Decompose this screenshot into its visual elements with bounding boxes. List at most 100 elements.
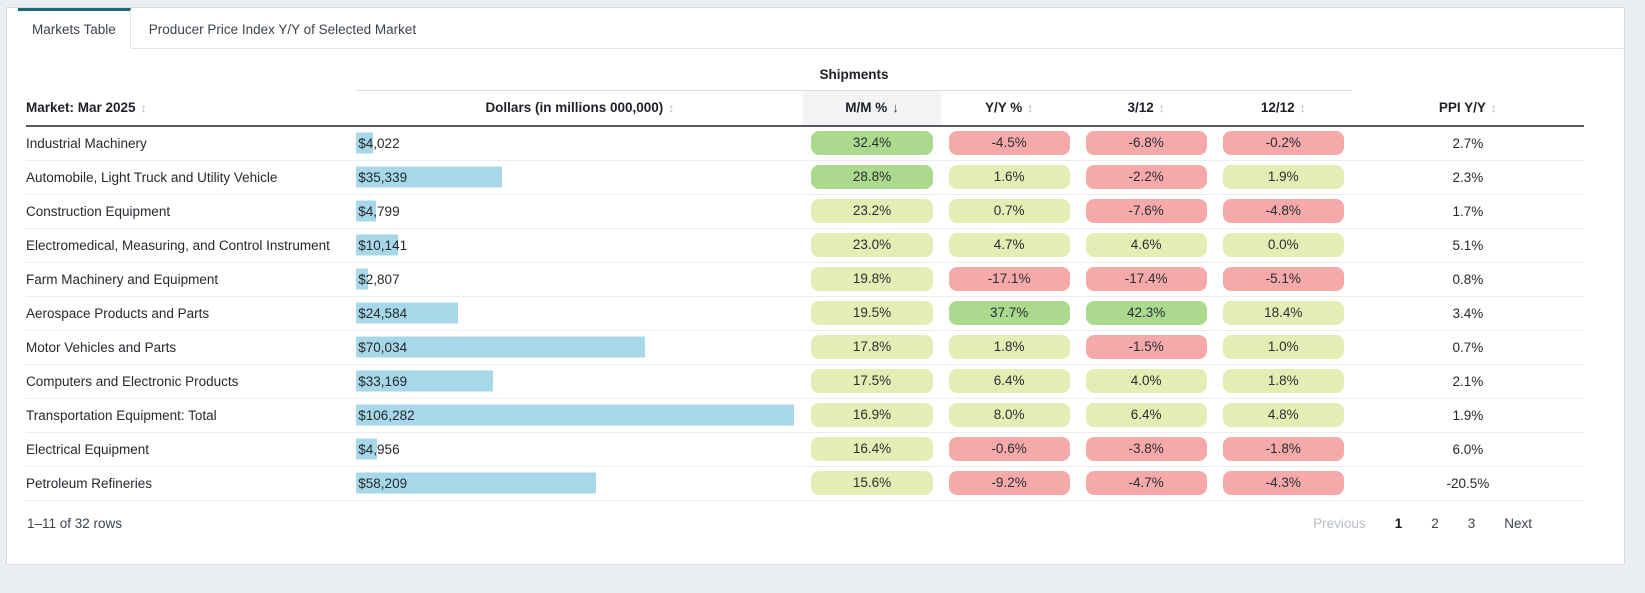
heat-pill: 4.7%: [948, 233, 1070, 257]
column-header-yy[interactable]: Y/Y % ↕: [940, 90, 1078, 127]
tab-producer-price-index[interactable]: Producer Price Index Y/Y of Selected Mar…: [130, 8, 435, 49]
heat-pill: -0.6%: [948, 437, 1070, 461]
table-row[interactable]: Computers and Electronic Products $33,169…: [26, 364, 1584, 399]
table-row[interactable]: Automobile, Light Truck and Utility Vehi…: [26, 160, 1584, 195]
dollars-value: $70,034: [358, 339, 408, 355]
heat-pill: 28.8%: [811, 165, 933, 189]
column-label: Y/Y %: [984, 100, 1023, 115]
dollars-data-bar: [356, 268, 368, 290]
mm-cell: 16.9%: [803, 398, 941, 433]
table-row[interactable]: Electromedical, Measuring, and Control I…: [26, 228, 1584, 263]
tab-markets-table[interactable]: Markets Table: [18, 8, 131, 49]
heat-pill: 0.7%: [948, 199, 1070, 223]
table-row[interactable]: Transportation Equipment: Total $106,282 1…: [26, 398, 1584, 433]
heat-pill: -5.1%: [1222, 267, 1344, 291]
heat-pill: 23.2%: [811, 199, 933, 223]
m1212-cell: 4.8%: [1214, 398, 1352, 433]
heat-pill: 6.4%: [1085, 403, 1207, 427]
dollars-data-bar: [356, 336, 646, 358]
column-header-m1212[interactable]: 12/12 ↕: [1214, 90, 1352, 127]
heat-pill: 16.4%: [811, 437, 933, 461]
heat-pill: 15.6%: [811, 471, 933, 495]
yy-cell: 6.4%: [940, 364, 1078, 399]
heat-pill: 6.4%: [948, 369, 1070, 393]
dollars-value: $4,799: [358, 203, 400, 219]
heat-pill: 4.0%: [1085, 369, 1207, 393]
ppi-cell: 6.0%: [1351, 432, 1584, 467]
dollars-cell: $4,956: [356, 432, 804, 467]
dollars-value: $24,584: [358, 305, 408, 321]
group-header-row: Shipments: [26, 65, 1584, 91]
heat-pill: -2.2%: [1085, 165, 1207, 189]
dollars-data-bar: [356, 200, 377, 222]
table-row[interactable]: Industrial Machinery $4,022 32.4% -4.5% -6.8…: [26, 126, 1584, 161]
dollars-cell: $33,169: [356, 364, 804, 399]
column-label: M/M %: [845, 100, 888, 115]
yy-cell: -4.5%: [940, 126, 1078, 161]
column-label: Market: Mar 2025: [26, 99, 136, 115]
dollars-data-bar: [356, 472, 597, 494]
table-row[interactable]: Farm Machinery and Equipment $2,807 19.8% -…: [26, 262, 1584, 297]
m312-cell: 4.0%: [1077, 364, 1215, 399]
column-header-ppi[interactable]: PPI Y/Y ↕: [1351, 90, 1584, 127]
ppi-cell: 2.3%: [1351, 160, 1584, 195]
previous-button[interactable]: Previous: [1313, 515, 1366, 531]
dollars-data-bar: [356, 404, 795, 426]
mm-cell: 17.8%: [803, 330, 941, 365]
yy-cell: -0.6%: [940, 432, 1078, 467]
table-row[interactable]: Motor Vehicles and Parts $70,034 17.8% 1.8%…: [26, 330, 1584, 365]
dollars-data-bar: [356, 234, 399, 256]
yy-cell: -9.2%: [940, 466, 1078, 501]
column-label: PPI Y/Y: [1438, 99, 1486, 115]
sort-desc-icon: ↓: [892, 100, 899, 115]
dollars-value: $4,022: [358, 135, 400, 151]
ppi-cell: -20.5%: [1351, 466, 1584, 501]
heat-pill: 1.6%: [948, 165, 1070, 189]
column-label: 3/12: [1127, 100, 1154, 115]
heat-pill: 17.5%: [811, 369, 933, 393]
next-button[interactable]: Next: [1504, 515, 1532, 531]
dollars-data-bar: [356, 370, 494, 392]
heat-pill: -1.8%: [1222, 437, 1344, 461]
dollars-cell: $106,282: [356, 398, 804, 433]
column-label: 12/12: [1260, 100, 1295, 115]
ppi-cell: 1.7%: [1351, 194, 1584, 229]
column-header-dollars[interactable]: Dollars (in millions 000,000) ↕: [356, 90, 804, 127]
column-header-mm[interactable]: M/M % ↓: [803, 90, 941, 127]
heat-pill: 32.4%: [811, 131, 933, 156]
table-row[interactable]: Electrical Equipment $4,956 16.4% -0.6% -3.8…: [26, 432, 1584, 467]
heat-pill: 0.0%: [1222, 233, 1344, 257]
sort-both-icon: ↕: [1490, 100, 1497, 115]
page-button-3[interactable]: 3: [1467, 515, 1476, 531]
heat-pill: -17.1%: [948, 267, 1070, 291]
market-name-cell: Petroleum Refineries: [26, 466, 357, 501]
dollars-value: $106,282: [358, 407, 415, 423]
column-header-m312[interactable]: 3/12 ↕: [1077, 90, 1215, 127]
heat-pill: -0.2%: [1222, 131, 1344, 156]
heat-pill: 1.8%: [1222, 369, 1344, 393]
ppi-cell: 5.1%: [1351, 228, 1584, 263]
table-row[interactable]: Aerospace Products and Parts $24,584 19.5%…: [26, 296, 1584, 331]
column-header-market[interactable]: Market: Mar 2025 ↕: [26, 90, 357, 127]
dollars-data-bar: [356, 438, 377, 460]
sort-both-icon: ↕: [668, 101, 675, 115]
page-button-2[interactable]: 2: [1431, 515, 1439, 531]
markets-table-container: Shipments Market: Mar 2025 ↕ Dollars (in m…: [7, 49, 1624, 531]
market-name-cell: Computers and Electronic Products: [26, 364, 357, 399]
mm-cell: 28.8%: [803, 160, 941, 195]
table-row[interactable]: Petroleum Refineries $58,209 15.6% -9.2% -4.…: [26, 466, 1584, 501]
heat-pill: -4.3%: [1222, 471, 1344, 495]
heat-pill: 1.9%: [1222, 165, 1344, 189]
mm-cell: 15.6%: [803, 466, 941, 501]
mm-cell: 16.4%: [803, 432, 941, 467]
dollars-cell: $4,022: [356, 126, 804, 161]
table-row[interactable]: Construction Equipment $4,799 23.2% 0.7% -7.…: [26, 194, 1584, 229]
heat-pill: -4.7%: [1085, 471, 1207, 495]
page-button-1[interactable]: 1: [1394, 515, 1403, 531]
heat-pill: -7.6%: [1085, 199, 1207, 223]
m312-cell: -6.8%: [1077, 126, 1215, 161]
yy-cell: 1.8%: [940, 330, 1078, 365]
m1212-cell: -1.8%: [1214, 432, 1352, 467]
market-name-cell: Electrical Equipment: [26, 432, 357, 467]
m1212-cell: 1.9%: [1214, 160, 1352, 195]
